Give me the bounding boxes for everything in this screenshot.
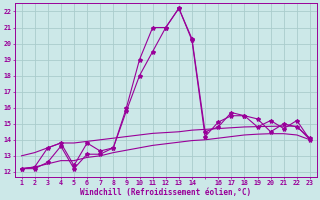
X-axis label: Windchill (Refroidissement éolien,°C): Windchill (Refroidissement éolien,°C) bbox=[80, 188, 251, 197]
